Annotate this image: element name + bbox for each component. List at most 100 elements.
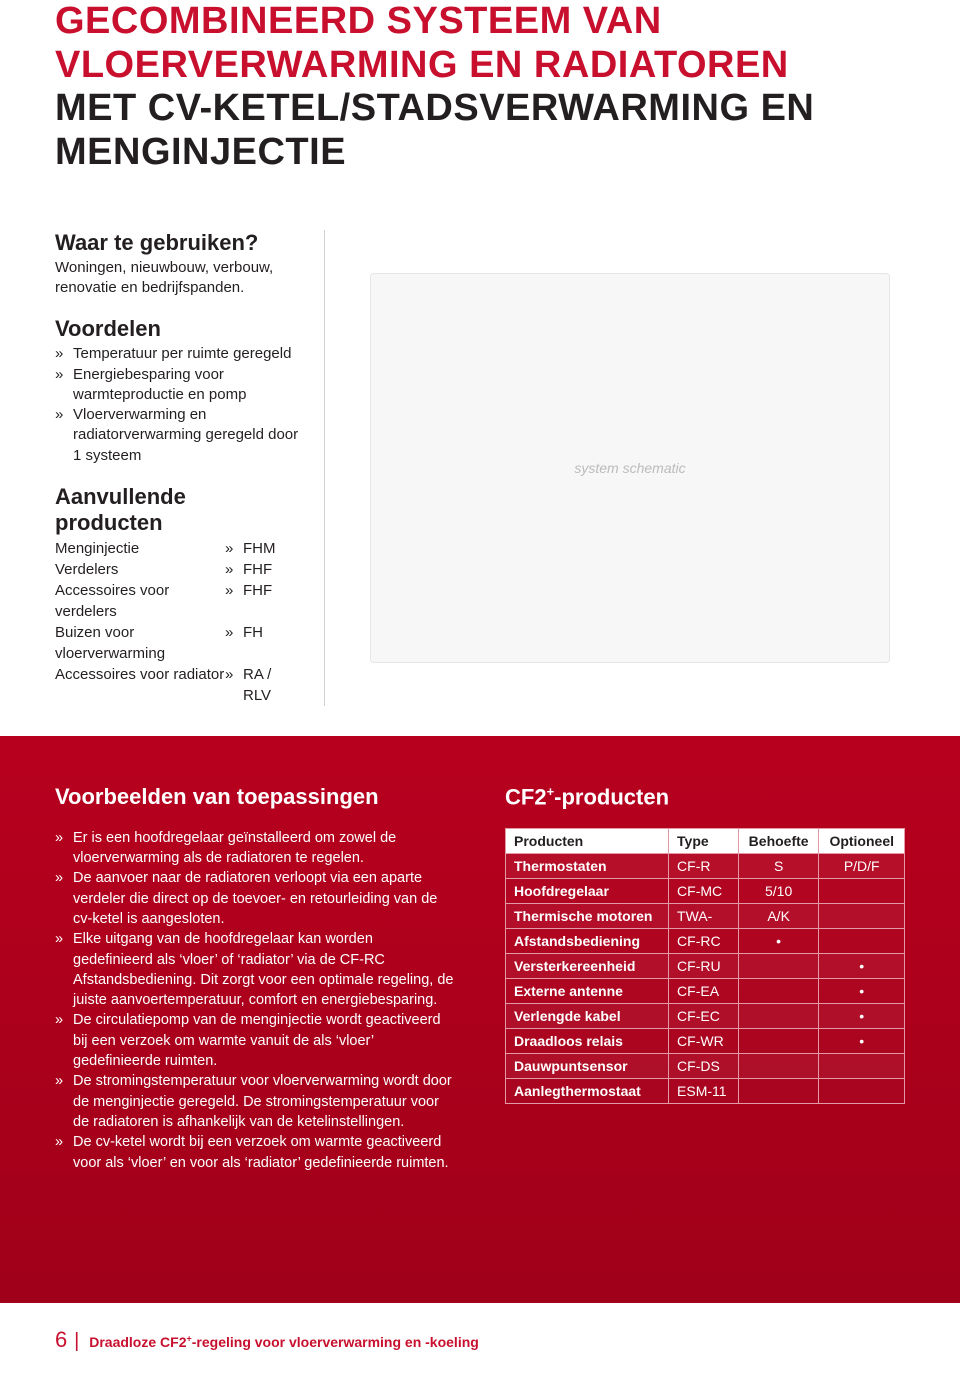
aanvullende-heading: Aanvullende producten: [55, 484, 299, 536]
cf2-row: Externe antenne CF-EA •: [506, 979, 905, 1004]
voorbeelden-item: De cv-ketel wordt bij een verzoek om war…: [55, 1132, 455, 1173]
footer-text: Draadloze CF2+-regeling voor vloerverwar…: [89, 1334, 479, 1350]
cf2-cell-type: TWA-: [669, 904, 739, 929]
cf2-cell-need: S: [738, 854, 819, 879]
waar-text: Woningen, nieuwbouw, verbouw, renovatie …: [55, 258, 299, 299]
cf2-row: Dauwpuntsensor CF-DS: [506, 1054, 905, 1079]
cf2-table: Producten Type Behoefte Optioneel Thermo…: [505, 828, 905, 1104]
cf2-cell-name: Externe antenne: [506, 979, 669, 1004]
cf2-cell-name: Afstandsbediening: [506, 929, 669, 954]
cf2-cell-name: Draadloos relais: [506, 1029, 669, 1054]
cf2-row: Thermostaten CF-R S P/D/F: [506, 854, 905, 879]
cf2-cell-name: Versterkereenheid: [506, 954, 669, 979]
aanvullende-value: RA / RLV: [243, 664, 299, 706]
page-title-black: MET CV-KETEL/STADSVERWARMING EN MENGINJE…: [55, 87, 905, 174]
page-title-red: GECOMBINEERD SYSTEEM VAN VLOERVERWARMING…: [55, 0, 905, 87]
footer: 6 | Draadloze CF2+-regeling voor vloerve…: [55, 1327, 479, 1353]
system-schematic-placeholder: [370, 273, 890, 663]
voorbeelden-heading: Voorbeelden van toepassingen: [55, 784, 455, 810]
cf2-cell-need: •: [738, 929, 819, 954]
cf2-row: Afstandsbediening CF-RC •: [506, 929, 905, 954]
aanvullende-row: Accessoires voor radiator » RA / RLV: [55, 664, 299, 706]
footer-text-prefix: Draadloze CF2: [89, 1334, 186, 1350]
cf2-cell-type: CF-EC: [669, 1004, 739, 1029]
aanvullende-row: Accessoires voor verdelers » FHF: [55, 580, 299, 622]
aanvullende-label: Buizen voor vloerverwarming: [55, 622, 225, 664]
cf2-cell-type: CF-R: [669, 854, 739, 879]
cf2-header-row: Producten Type Behoefte Optioneel: [506, 829, 905, 854]
cf2-col-producten: Producten: [506, 829, 669, 854]
cf2-col-behoefte: Behoefte: [738, 829, 819, 854]
cf2-heading: CF2+-producten: [505, 784, 905, 810]
voordelen-item: Vloerverwarming en radiatorverwarming ge…: [55, 405, 299, 466]
cf2-cell-name: Dauwpuntsensor: [506, 1054, 669, 1079]
aanvullende-label: Verdelers: [55, 559, 225, 580]
cf2-row: Thermische motoren TWA- A/K: [506, 904, 905, 929]
voorbeelden-column: Voorbeelden van toepassingen Er is een h…: [55, 784, 455, 1173]
voordelen-item: Temperatuur per ruimte geregeld: [55, 344, 299, 364]
cf2-cell-name: Thermostaten: [506, 854, 669, 879]
cf2-row: Hoofdregelaar CF-MC 5/10: [506, 879, 905, 904]
cf2-cell-need: [738, 954, 819, 979]
aanvullende-value: FH: [243, 622, 299, 664]
voorbeelden-item: De circulatiepomp van de menginjectie wo…: [55, 1010, 455, 1071]
aanvullende-row: Buizen voor vloerverwarming » FH: [55, 622, 299, 664]
cf2-cell-type: CF-EA: [669, 979, 739, 1004]
aanvullende-label: Accessoires voor verdelers: [55, 580, 225, 622]
voordelen-item: Energiebesparing voor warmteproductie en…: [55, 365, 299, 406]
aanvullende-arrow: »: [225, 559, 243, 580]
cf2-cell-opt: P/D/F: [819, 854, 905, 879]
aanvullende-arrow: »: [225, 622, 243, 664]
cf2-cell-opt: [819, 904, 905, 929]
aanvullende-arrow: »: [225, 664, 243, 706]
cf2-cell-opt: [819, 1079, 905, 1104]
cf2-cell-need: 5/10: [738, 879, 819, 904]
voorbeelden-item: Er is een hoofdregelaar geïnstalleerd om…: [55, 828, 455, 869]
cf2-cell-type: CF-DS: [669, 1054, 739, 1079]
aanvullende-value: FHM: [243, 538, 299, 559]
cf2-cell-opt: [819, 929, 905, 954]
cf2-cell-name: Thermische motoren: [506, 904, 669, 929]
cf2-cell-need: [738, 1079, 819, 1104]
cf2-cell-need: [738, 1004, 819, 1029]
page-number: 6: [55, 1327, 67, 1352]
cf2-cell-opt: [819, 879, 905, 904]
voorbeelden-item: Elke uitgang van de hoofdregelaar kan wo…: [55, 929, 455, 1010]
top-section: GECOMBINEERD SYSTEEM VAN VLOERVERWARMING…: [0, 0, 960, 736]
cf2-cell-opt: [819, 1054, 905, 1079]
left-column: Waar te gebruiken? Woningen, nieuwbouw, …: [55, 230, 325, 706]
cf2-cell-name: Verlengde kabel: [506, 1004, 669, 1029]
footer-text-suffix: -regeling voor vloerverwarming en -koeli…: [192, 1334, 479, 1350]
cf2-column: CF2+-producten Producten Type Behoefte O…: [505, 784, 905, 1173]
cf2-cell-opt: •: [819, 954, 905, 979]
cf2-cell-type: CF-WR: [669, 1029, 739, 1054]
cf2-cell-type: CF-RC: [669, 929, 739, 954]
cf2-row: Verlengde kabel CF-EC •: [506, 1004, 905, 1029]
cf2-cell-need: [738, 1029, 819, 1054]
aanvullende-value: FHF: [243, 580, 299, 622]
cf2-col-optioneel: Optioneel: [819, 829, 905, 854]
aanvullende-row: Menginjectie » FHM: [55, 538, 299, 559]
cf2-cell-type: CF-RU: [669, 954, 739, 979]
voorbeelden-item: De aanvoer naar de radiatoren verloopt v…: [55, 868, 455, 929]
cf2-cell-opt: •: [819, 979, 905, 1004]
aanvullende-value: FHF: [243, 559, 299, 580]
aanvullende-arrow: »: [225, 580, 243, 622]
cf2-row: Aanlegthermostaat ESM-11: [506, 1079, 905, 1104]
voordelen-heading: Voordelen: [55, 316, 299, 342]
cf2-cell-need: [738, 1054, 819, 1079]
cf2-cell-need: [738, 979, 819, 1004]
cf2-cell-opt: •: [819, 1004, 905, 1029]
waar-heading: Waar te gebruiken?: [55, 230, 299, 256]
aanvullende-table: Menginjectie » FHM Verdelers » FHF Acces…: [55, 538, 299, 706]
cf2-cell-need: A/K: [738, 904, 819, 929]
footer-strip: 6 | Draadloze CF2+-regeling voor vloerve…: [0, 1303, 960, 1383]
cf2-heading-prefix: CF2: [505, 784, 547, 809]
aanvullende-row: Verdelers » FHF: [55, 559, 299, 580]
red-section: Voorbeelden van toepassingen Er is een h…: [0, 736, 960, 1303]
cf2-row: Draadloos relais CF-WR •: [506, 1029, 905, 1054]
cf2-row: Versterkereenheid CF-RU •: [506, 954, 905, 979]
schematic-column: [355, 230, 905, 706]
cf2-cell-opt: •: [819, 1029, 905, 1054]
aanvullende-label: Menginjectie: [55, 538, 225, 559]
